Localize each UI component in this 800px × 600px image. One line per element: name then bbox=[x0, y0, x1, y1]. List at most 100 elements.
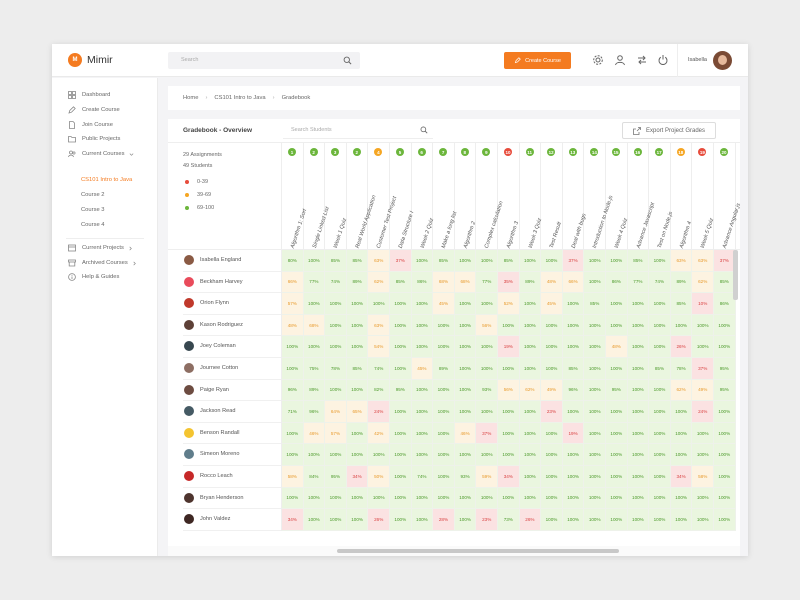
grade-cell[interactable]: 100% bbox=[498, 487, 520, 510]
grade-cell[interactable]: 100% bbox=[584, 250, 606, 272]
grade-cell[interactable]: 49% bbox=[692, 379, 714, 402]
grade-cell[interactable]: 100% bbox=[627, 401, 650, 423]
grade-cell[interactable]: 100% bbox=[325, 379, 347, 402]
grade-cell[interactable]: 100% bbox=[454, 444, 477, 466]
grade-cell[interactable]: 74% bbox=[411, 466, 434, 488]
create-course-button[interactable]: Create Course bbox=[504, 52, 571, 69]
grade-cell[interactable]: 100% bbox=[476, 336, 498, 358]
assignment-column-header[interactable]: 15 Week 4 Quiz bbox=[606, 143, 629, 249]
assignment-column-header[interactable]: 2 Single Linked List bbox=[304, 143, 330, 249]
assignment-column-header[interactable]: 10 Algorithm 3 bbox=[498, 143, 520, 249]
grade-cell[interactable]: 89% bbox=[303, 379, 326, 402]
grade-cell[interactable]: 45% bbox=[541, 293, 563, 315]
grade-cell[interactable]: 100% bbox=[562, 444, 585, 466]
grade-cell[interactable]: 96% bbox=[282, 379, 304, 402]
grade-cell[interactable]: 100% bbox=[454, 509, 477, 531]
grade-cell[interactable]: 100% bbox=[325, 336, 347, 358]
grade-cell[interactable]: 100% bbox=[606, 422, 628, 445]
table-row[interactable]: Jackson Read 71% 96% 64% 65% 24% 100% 100% 100% 1… bbox=[168, 401, 740, 423]
grade-cell[interactable]: 56% bbox=[498, 379, 520, 402]
assignment-column-header[interactable]: 18 Algorithm 4 bbox=[671, 143, 693, 249]
grade-cell[interactable]: 100% bbox=[519, 401, 542, 423]
grade-cell[interactable]: 37% bbox=[562, 250, 585, 272]
grade-cell[interactable]: 26% bbox=[368, 509, 390, 531]
grade-cell[interactable]: 100% bbox=[454, 358, 477, 380]
grade-cell[interactable]: 86% bbox=[606, 271, 628, 294]
assignment-column-header[interactable]: 11 Week 3 Quiz bbox=[520, 143, 543, 249]
grade-cell[interactable]: 96% bbox=[562, 379, 585, 402]
grade-cell[interactable]: 100% bbox=[325, 487, 347, 510]
assignment-column-header[interactable]: 7 Make a long list bbox=[433, 143, 459, 249]
grade-cell[interactable]: 100% bbox=[627, 509, 650, 531]
student-name[interactable]: Bryan Henderson bbox=[200, 494, 244, 501]
grade-cell[interactable]: 19% bbox=[562, 422, 585, 445]
sidebar-course-cs101[interactable]: CS101 Intro to Java bbox=[81, 177, 133, 183]
grade-cell[interactable]: 100% bbox=[454, 314, 477, 337]
assignment-column-header[interactable]: 14 Introduction to Node.js bbox=[584, 143, 615, 249]
grade-cell[interactable]: 95% bbox=[325, 466, 347, 488]
grade-cell[interactable]: 100% bbox=[519, 487, 542, 510]
student-name[interactable]: Beckham Harvey bbox=[200, 278, 243, 285]
grade-cell[interactable]: 100% bbox=[649, 401, 671, 423]
grade-cell[interactable]: 100% bbox=[627, 444, 650, 466]
grade-cell[interactable]: 100% bbox=[714, 336, 736, 358]
grade-cell[interactable]: 100% bbox=[454, 487, 477, 510]
grade-cell[interactable]: 100% bbox=[282, 336, 304, 358]
grade-cell[interactable]: 34% bbox=[498, 466, 520, 488]
assignment-column-header[interactable]: 1 Algorithm 1: Sort bbox=[282, 143, 308, 249]
grade-cell[interactable]: 86% bbox=[714, 293, 736, 315]
search-icon[interactable] bbox=[420, 126, 428, 134]
grade-cell[interactable]: 68% bbox=[433, 271, 455, 294]
grade-cell[interactable]: 10% bbox=[692, 293, 714, 315]
grade-cell[interactable]: 100% bbox=[670, 444, 693, 466]
table-row[interactable]: Paige Ryan 96% 89% 100% 100% 82% 95% 100% 100% 10… bbox=[168, 379, 740, 402]
grade-cell[interactable]: 85% bbox=[498, 250, 520, 272]
grade-cell[interactable]: 24% bbox=[368, 401, 390, 423]
grade-cell[interactable]: 26% bbox=[670, 336, 693, 358]
grade-cell[interactable]: 85% bbox=[346, 250, 369, 272]
grade-cell[interactable]: 100% bbox=[498, 358, 520, 380]
sidebar-item-help[interactable]: Help & Guides bbox=[68, 273, 119, 281]
power-icon[interactable] bbox=[657, 54, 669, 66]
grade-cell[interactable]: 100% bbox=[562, 487, 585, 510]
grade-cell[interactable]: 100% bbox=[368, 487, 390, 510]
grade-cell[interactable]: 100% bbox=[670, 509, 693, 531]
grade-cell[interactable]: 35% bbox=[498, 271, 520, 294]
grade-cell[interactable]: 95% bbox=[714, 379, 736, 402]
grade-cell[interactable]: 100% bbox=[346, 422, 369, 445]
user-icon[interactable] bbox=[614, 54, 626, 66]
student-name[interactable]: Journee Cotton bbox=[200, 365, 239, 371]
grade-cell[interactable]: 85% bbox=[433, 250, 455, 272]
grade-cell[interactable]: 100% bbox=[411, 250, 434, 272]
student-name[interactable]: Rocco Leach bbox=[200, 473, 233, 479]
grade-cell[interactable]: 100% bbox=[433, 336, 455, 358]
grade-cell[interactable]: 56% bbox=[476, 314, 498, 337]
sidebar-course-2[interactable]: Course 2 bbox=[81, 192, 105, 198]
grade-cell[interactable]: 74% bbox=[325, 271, 347, 294]
grade-cell[interactable]: 100% bbox=[390, 401, 412, 423]
grade-cell[interactable]: 100% bbox=[541, 358, 563, 380]
grade-cell[interactable]: 93% bbox=[454, 466, 477, 488]
grade-cell[interactable]: 100% bbox=[692, 422, 714, 445]
student-name[interactable]: Isabella England bbox=[200, 257, 242, 263]
grade-cell[interactable]: 100% bbox=[519, 358, 542, 380]
grade-cell[interactable]: 63% bbox=[368, 314, 390, 337]
grade-cell[interactable]: 100% bbox=[627, 422, 650, 445]
grade-cell[interactable]: 100% bbox=[498, 422, 520, 445]
grade-cell[interactable]: 100% bbox=[325, 314, 347, 337]
grade-cell[interactable]: 100% bbox=[454, 293, 477, 315]
grade-cell[interactable]: 66% bbox=[562, 271, 585, 294]
grade-cell[interactable]: 100% bbox=[606, 444, 628, 466]
grade-cell[interactable]: 100% bbox=[714, 401, 736, 423]
grade-cell[interactable]: 100% bbox=[390, 314, 412, 337]
grade-cell[interactable]: 82% bbox=[368, 379, 390, 402]
sidebar-course-3[interactable]: Course 3 bbox=[81, 207, 105, 213]
grade-cell[interactable]: 100% bbox=[346, 487, 369, 510]
grade-cell[interactable]: 64% bbox=[325, 401, 347, 423]
grade-cell[interactable]: 62% bbox=[670, 379, 693, 402]
grade-cell[interactable]: 100% bbox=[649, 466, 671, 488]
breadcrumb-course[interactable]: CS101 Intro to Java bbox=[214, 95, 266, 101]
table-row[interactable]: Bryan Henderson 100% 100% 100% 100% 100% 100% 1… bbox=[168, 487, 740, 510]
grade-cell[interactable]: 100% bbox=[584, 358, 606, 380]
student-name[interactable]: Paige Ryan bbox=[200, 386, 229, 393]
